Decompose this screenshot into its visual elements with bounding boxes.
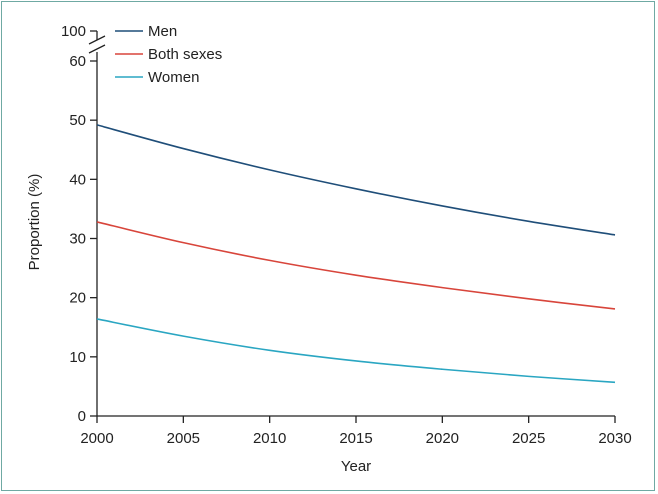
series-line-women bbox=[96, 318, 616, 384]
y-tick-label: 60 bbox=[69, 53, 86, 70]
legend-label-men: Men bbox=[148, 23, 177, 40]
series-lines bbox=[96, 124, 616, 384]
x-tick-label: 2000 bbox=[80, 430, 113, 447]
legend-label-both-sexes: Both sexes bbox=[148, 46, 222, 63]
legend-label-women: Women bbox=[148, 69, 199, 86]
x-tick-label: 2020 bbox=[426, 430, 459, 447]
y-tick-label-break: 100 bbox=[61, 23, 86, 40]
y-axis-title: Proportion (%) bbox=[26, 174, 43, 271]
x-tick-label: 2010 bbox=[253, 430, 286, 447]
y-tick-label: 0 bbox=[78, 408, 86, 425]
axis-break-mark bbox=[88, 35, 106, 45]
legend: Men Both sexes Women bbox=[115, 23, 222, 86]
y-tick-label: 50 bbox=[69, 112, 86, 129]
y-tick-label: 10 bbox=[69, 349, 86, 366]
y-tick-label: 20 bbox=[69, 290, 86, 307]
y-tick-label: 40 bbox=[69, 171, 86, 188]
x-tick-label: 2005 bbox=[167, 430, 200, 447]
x-tick-label: 2015 bbox=[339, 430, 372, 447]
y-tick-label: 30 bbox=[69, 231, 86, 248]
series-line-both-sexes bbox=[96, 221, 616, 310]
series-line-men bbox=[96, 124, 616, 236]
x-tick-label: 2030 bbox=[598, 430, 631, 447]
axis-break-mark bbox=[88, 44, 106, 54]
x-tick-label: 2025 bbox=[512, 430, 545, 447]
x-axis-title: Year bbox=[341, 458, 371, 475]
